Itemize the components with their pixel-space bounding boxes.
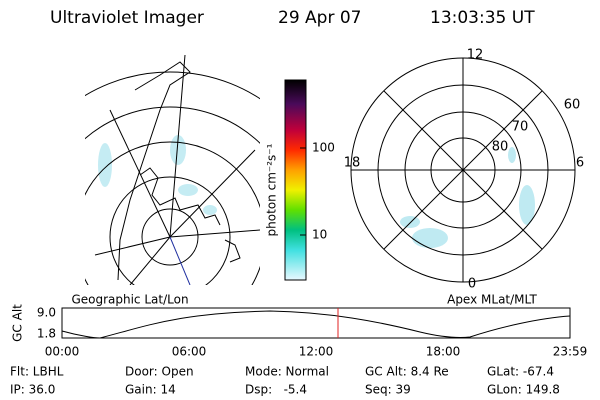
status-field: GLat: -67.4: [487, 365, 554, 379]
altitude-xtick: 00:00: [45, 345, 80, 359]
map-caption: Apex MLat/MLT: [447, 293, 537, 307]
status-field: Door: Open: [125, 365, 194, 379]
colorbar-label: photon cm⁻²s⁻¹: [265, 143, 279, 236]
lat-label: 70: [512, 120, 529, 135]
altitude-ylabel: GC Alt: [11, 304, 25, 342]
status-field: Seq: 39: [365, 383, 411, 397]
mlt-label: 0: [468, 277, 476, 292]
color-bar: [284, 79, 307, 281]
altitude-xtick: 06:00: [172, 345, 207, 359]
status-field: Gain: 14: [125, 383, 176, 397]
time: 13:03:35 UT: [430, 8, 535, 28]
mlt-label: 6: [576, 156, 584, 171]
status-field: Mode: Normal: [245, 365, 329, 379]
altitude-plot: [61, 307, 571, 339]
altitude-xtick: 12:00: [299, 345, 334, 359]
title: Ultraviolet Imager: [50, 8, 204, 28]
polar-map: [350, 57, 576, 283]
lat-label: 60: [564, 98, 581, 113]
status-field: GC Alt: 8.4 Re: [365, 365, 449, 379]
map-caption: Geographic Lat/Lon: [71, 293, 188, 307]
geographic-map: [85, 55, 260, 285]
lat-label: 80: [492, 140, 509, 155]
altitude-ytick: 1.8: [37, 327, 56, 341]
colorbar-tick-label: 100: [312, 141, 335, 155]
mlt-label: 18: [344, 156, 361, 171]
altitude-ytick: 9.0: [37, 306, 56, 320]
status-field: IP: 36.0: [10, 383, 55, 397]
altitude-xtick: 23:59: [553, 345, 588, 359]
status-field: GLon: 149.8: [487, 383, 560, 397]
status-field: Flt: LBHL: [10, 365, 64, 379]
mlt-label: 12: [467, 48, 484, 63]
colorbar-tick-label: 10: [312, 228, 327, 242]
altitude-xtick: 18:00: [426, 345, 461, 359]
status-field: Dsp: -5.4: [245, 383, 307, 397]
date: 29 Apr 07: [278, 8, 361, 28]
